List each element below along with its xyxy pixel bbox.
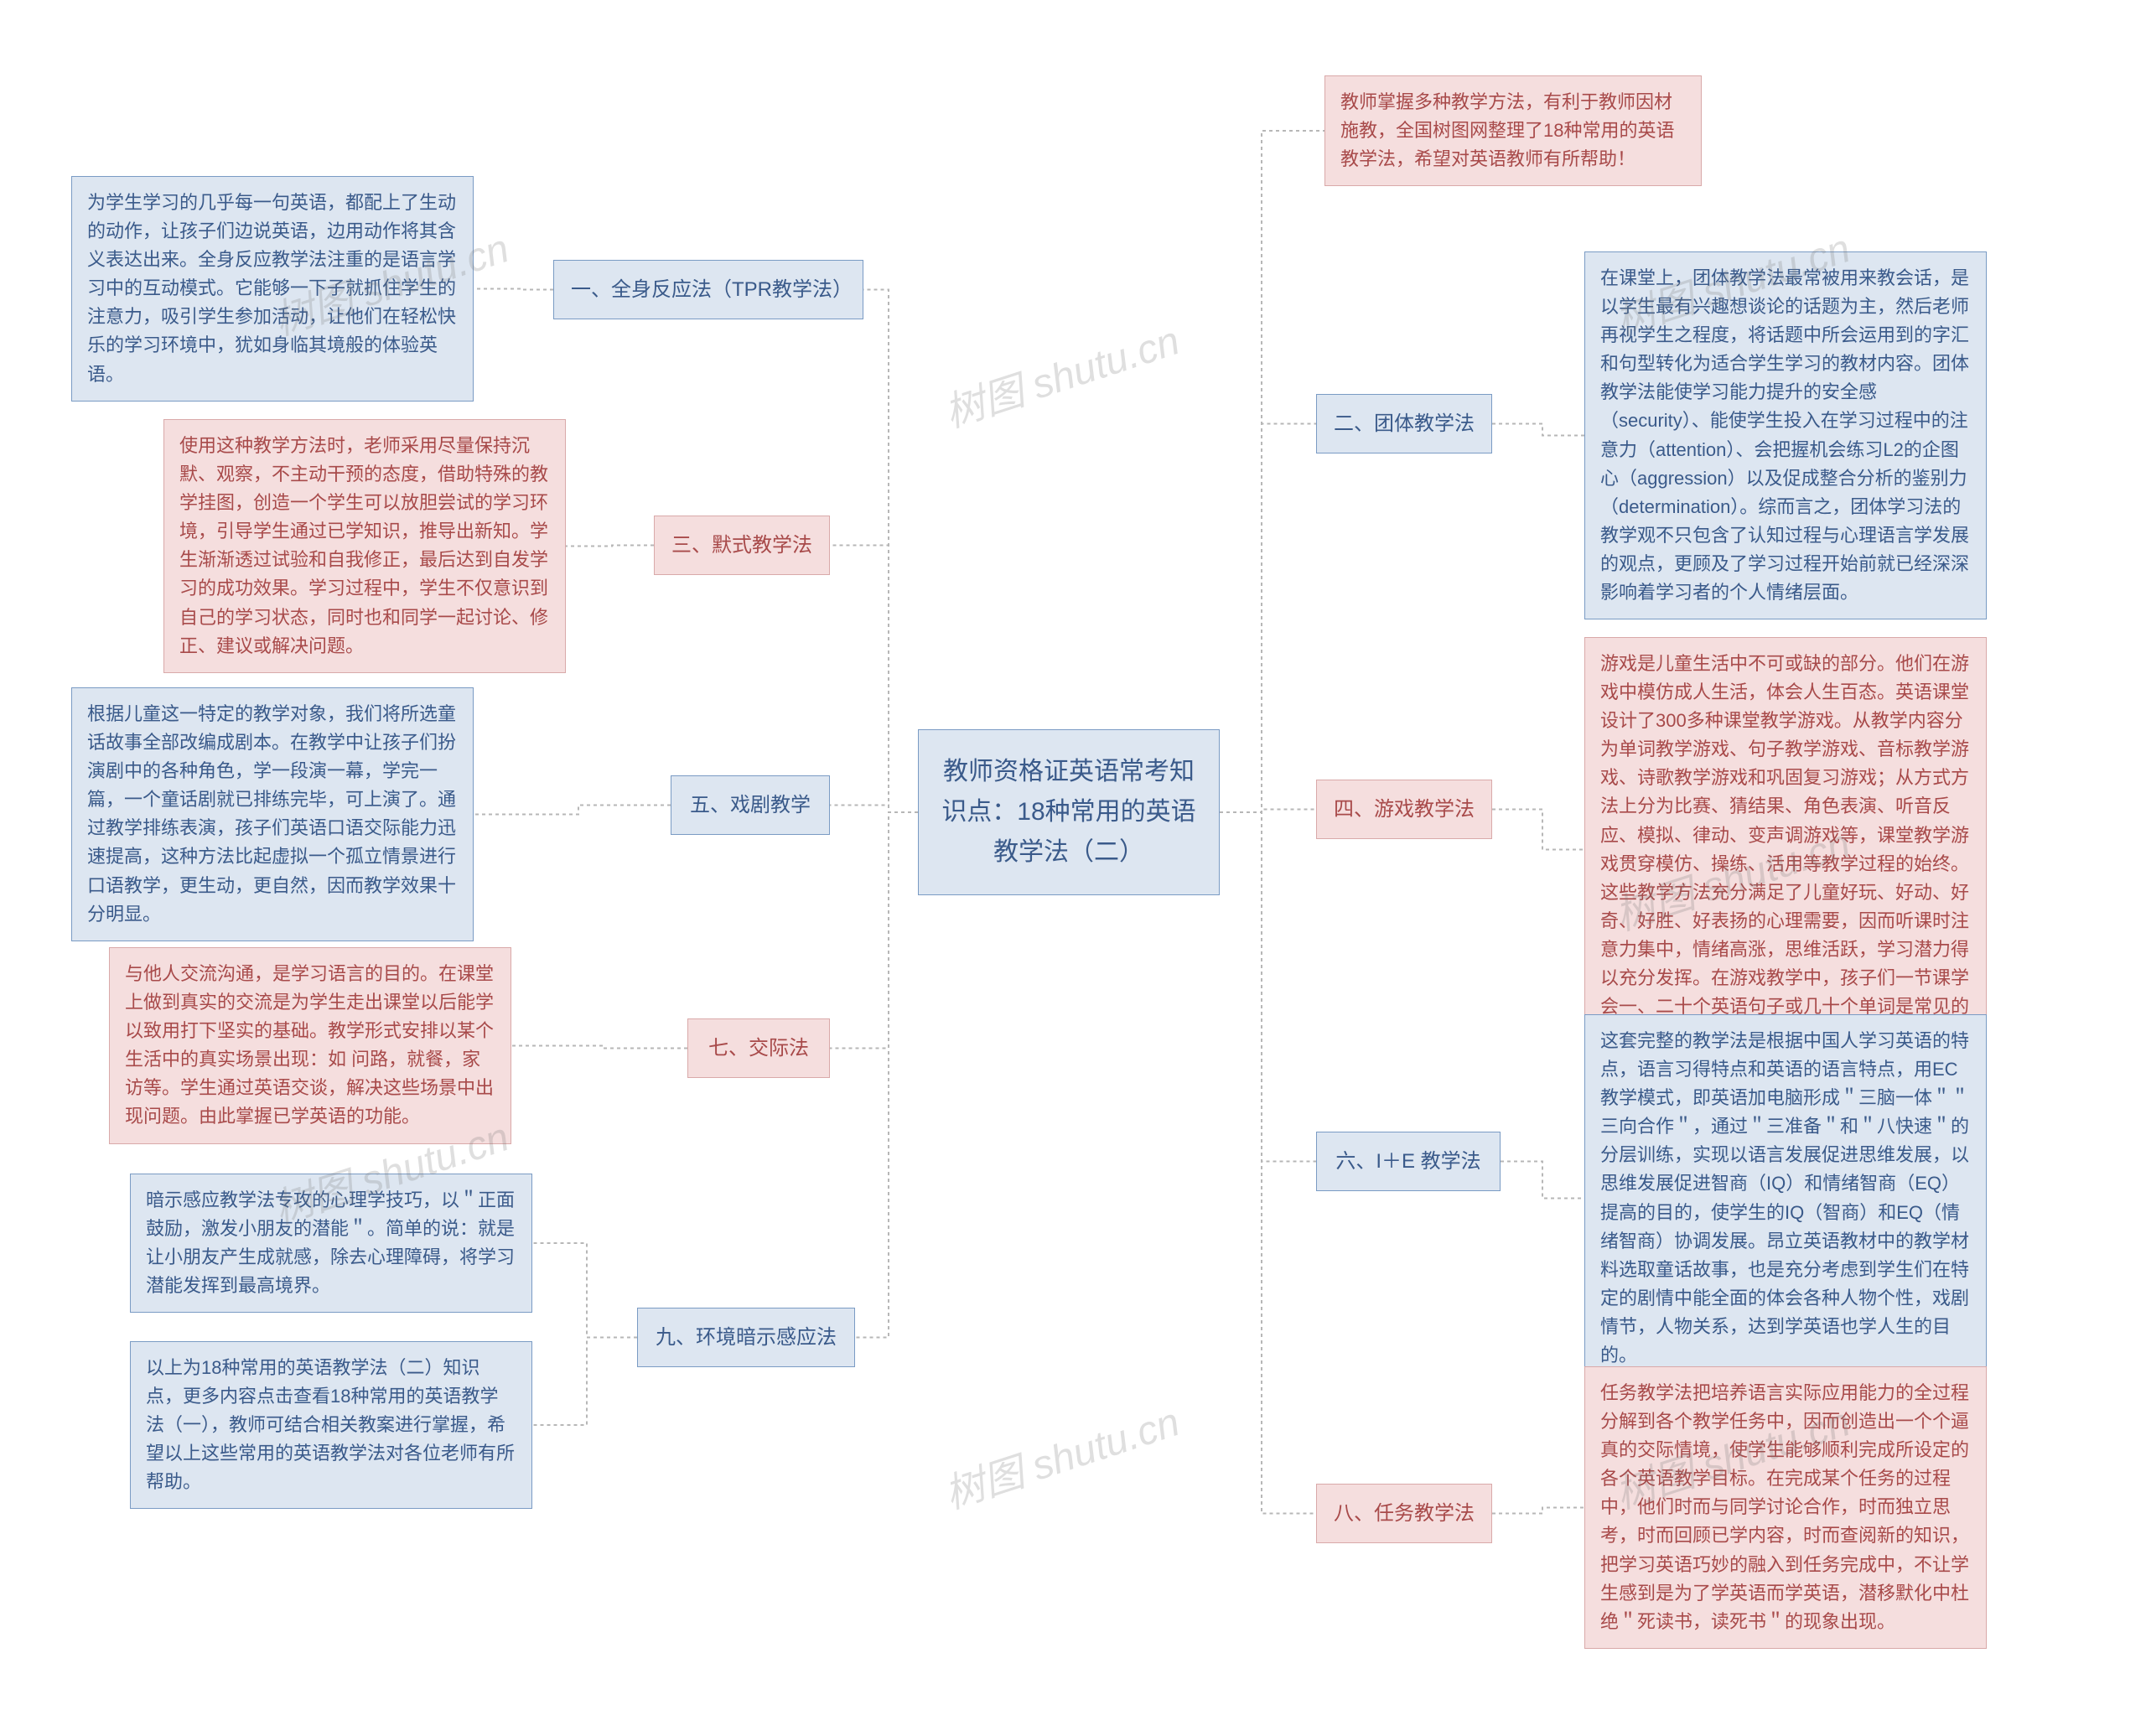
- connector: [1220, 812, 1316, 1514]
- branch-m7: 七、交际法: [687, 1018, 830, 1078]
- leaf-m1l1: 为学生学习的几乎每一句英语，都配上了生动的动作，让孩子们边说英语，边用动作将其含…: [71, 176, 474, 402]
- connector: [532, 1243, 637, 1338]
- connector: [532, 1338, 637, 1426]
- connector: [474, 806, 671, 815]
- connector: [1492, 810, 1584, 850]
- center-topic: 教师资格证英语常考知识点：18种常用的英语教学法（二）: [918, 729, 1220, 895]
- watermark: 树图 shutu.cn: [936, 1389, 1185, 1520]
- connector: [511, 1046, 687, 1049]
- leaf-m8l1: 任务教学法把培养语言实际应用能力的全过程分解到各个教学任务中，因而创造出一个个逼…: [1584, 1366, 1987, 1649]
- branch-m8: 八、任务教学法: [1316, 1484, 1492, 1543]
- branch-m1: 一、全身反应法（TPR教学法）: [553, 260, 863, 319]
- branch-m2: 二、团体教学法: [1316, 394, 1492, 453]
- leaf-m9l1: 暗示感应教学法专攻的心理学技巧，以＂正面鼓励，激发小朋友的潜能＂。简单的说：就是…: [130, 1174, 532, 1313]
- leaf-m9l2: 以上为18种常用的英语教学法（二）知识点，更多内容点击查看18种常用的英语教学法…: [130, 1341, 532, 1509]
- leaf-m4l1: 游戏是儿童生活中不可或缺的部分。他们在游戏中模仿成人生活，体会人生百态。英语课堂…: [1584, 637, 1987, 1062]
- branch-m6: 六、I＋E 教学法: [1316, 1132, 1501, 1191]
- connector: [1501, 1162, 1584, 1199]
- leaf-m3l1: 使用这种教学方法时，老师采用尽量保持沉默、观察，不主动干预的态度，借助特殊的教学…: [163, 419, 566, 673]
- connector: [830, 806, 918, 813]
- branch-m4: 四、游戏教学法: [1316, 780, 1492, 839]
- connector: [1220, 131, 1324, 812]
- leaf-m7l1: 与他人交流沟通，是学习语言的目的。在课堂上做到真实的交流是为学生走出课堂以后能学…: [109, 947, 511, 1144]
- leaf-m6l1: 这套完整的教学法是根据中国人学习英语的特点，语言习得特点和英语的语言特点，用EC…: [1584, 1014, 1987, 1382]
- connector: [474, 289, 553, 290]
- connector: [566, 546, 654, 547]
- connector: [830, 546, 918, 813]
- connector: [1220, 812, 1316, 1162]
- branch-m5: 五、戏剧教学: [671, 775, 830, 835]
- watermark: 树图 shutu.cn: [936, 308, 1185, 438]
- leaf-m5l1: 根据儿童这一特定的教学对象，我们将所选童话故事全部改编成剧本。在教学中让孩子们扮…: [71, 687, 474, 941]
- connector: [830, 812, 918, 1049]
- connector: [1220, 424, 1316, 813]
- leaf-m2l1: 在课堂上，团体教学法最常被用来教会话，是以学生最有兴趣想谈论的话题为主，然后老师…: [1584, 251, 1987, 619]
- connector: [855, 812, 918, 1338]
- connector: [1220, 810, 1316, 813]
- connector: [1492, 1508, 1584, 1514]
- leaf-introl1: 教师掌握多种教学方法，有利于教师因材施教，全国树图网整理了18种常用的英语教学法…: [1324, 75, 1702, 186]
- connector: [863, 290, 918, 813]
- branch-m3: 三、默式教学法: [654, 516, 830, 575]
- branch-m9: 九、环境暗示感应法: [637, 1308, 855, 1367]
- connector: [1492, 424, 1584, 436]
